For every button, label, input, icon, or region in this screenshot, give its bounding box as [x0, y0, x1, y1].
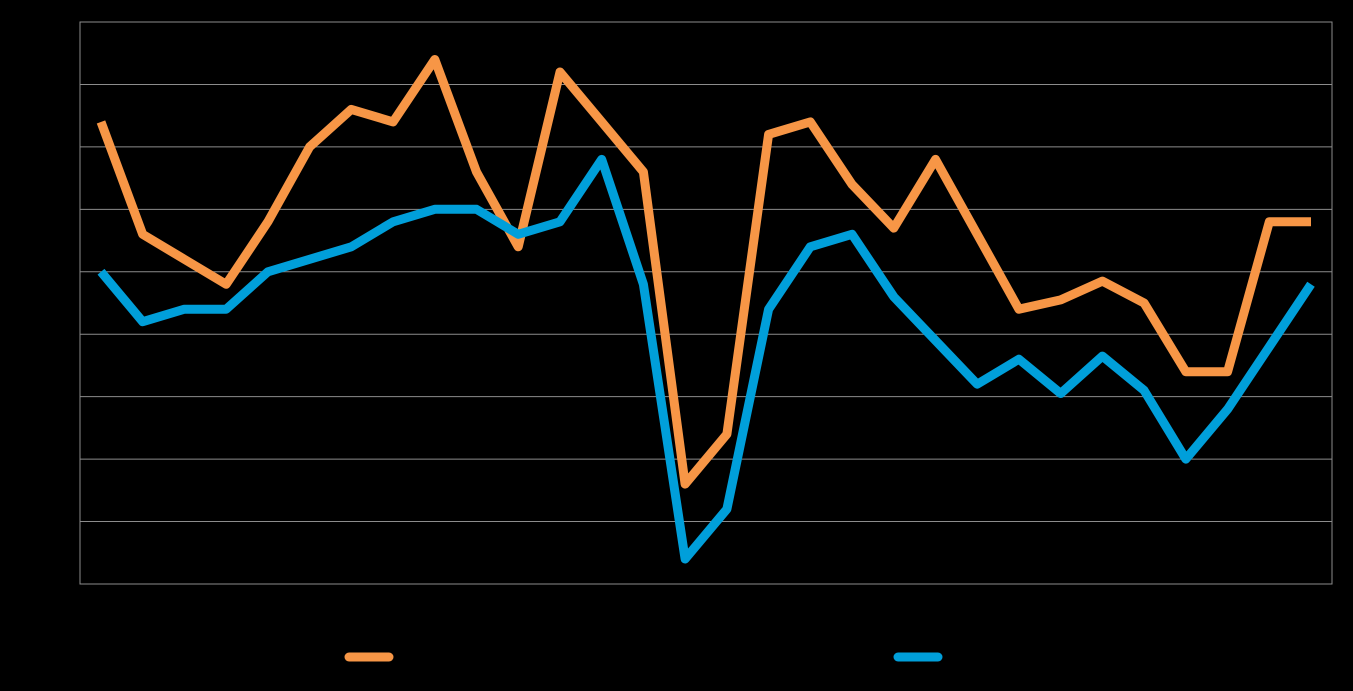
series-lines [96, 55, 1315, 564]
series-line-2 [97, 154, 1315, 564]
series-line-1 [96, 55, 1311, 489]
plot-area [79, 21, 1333, 585]
gridlines [80, 83, 1332, 523]
